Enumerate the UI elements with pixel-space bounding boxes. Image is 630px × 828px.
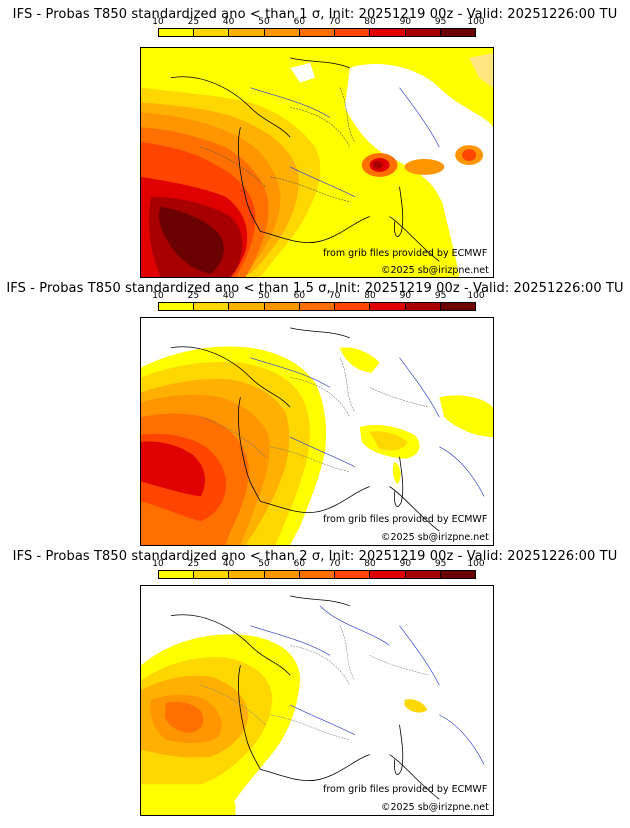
data-source-credit: from grib files provided by ECMWF — [323, 248, 488, 259]
colorbar-tick-label: 95 — [434, 291, 447, 301]
colorbar-tick-label: 60 — [293, 559, 306, 569]
colorbar-swatch — [159, 303, 195, 310]
colorbar-tick-label: 25 — [187, 17, 200, 27]
colorbar-tick-label: 80 — [364, 17, 376, 27]
probability-map: from grib files provided by ECMWF ©2025 … — [140, 585, 494, 816]
colorbar-swatch — [299, 303, 336, 310]
colorbar-tick-label: 40 — [222, 291, 235, 301]
colorbar-swatch — [405, 571, 441, 578]
colorbar-tick-label: 70 — [328, 17, 341, 27]
colorbar-swatch — [440, 303, 475, 310]
colorbar-tick-label: 100 — [467, 559, 485, 569]
colorbar-swatch — [405, 303, 441, 310]
panel-title: IFS - Probas T850 standardized ano < tha… — [12, 7, 618, 22]
colorbar-tick-label: 100 — [467, 17, 485, 27]
colorbar-tick-label: 80 — [364, 291, 376, 301]
colorbar-swatch — [440, 29, 475, 36]
data-source-credit: from grib files provided by ECMWF — [323, 784, 488, 795]
colorbar-tick-label: 90 — [399, 291, 412, 301]
colorbar-swatch — [370, 29, 406, 36]
colorbar-swatch — [299, 571, 336, 578]
probability-colorbar: 10 25 40 50 60 70 80 90 95 100 — [152, 17, 485, 41]
colorbar-swatch — [264, 571, 300, 578]
copyright-credit: ©2025 sb@irizpne.net — [381, 802, 489, 813]
probability-map: from grib files provided by ECMWF ©2025 … — [140, 317, 494, 546]
map-panel-3: IFS - Probas T850 standardized ano < tha… — [0, 542, 630, 816]
colorbar-swatch — [229, 303, 265, 310]
colorbar-tick-label: 40 — [222, 17, 235, 27]
colorbar-swatch — [194, 571, 230, 578]
colorbar-tick-label: 40 — [222, 559, 235, 569]
colorbar-swatch — [159, 571, 195, 578]
colorbar-tick-label: 10 — [152, 17, 164, 27]
probability-colorbar: 10 25 40 50 60 70 80 90 95 100 — [152, 291, 485, 315]
colorbar-swatch — [335, 571, 371, 578]
colorbar-swatch — [194, 29, 230, 36]
colorbar-swatch — [299, 29, 336, 36]
colorbar-tick-label: 90 — [399, 17, 412, 27]
colorbar-swatch — [229, 571, 265, 578]
colorbar-tick-label: 50 — [258, 17, 270, 27]
colorbar-swatch — [370, 303, 406, 310]
copyright-credit: ©2025 sb@irizpne.net — [381, 532, 489, 543]
colorbar-tick-label: 50 — [258, 559, 270, 569]
colorbar-tick-label: 10 — [152, 291, 164, 301]
probability-colorbar: 10 25 40 50 60 70 80 90 95 100 — [152, 559, 485, 583]
colorbar-tick-label: 60 — [293, 291, 306, 301]
colorbar-tick-label: 70 — [328, 559, 341, 569]
panel-title: IFS - Probas T850 standardized ano < tha… — [6, 281, 624, 296]
colorbar-tick-label: 90 — [399, 559, 412, 569]
colorbar-tick-label: 100 — [467, 291, 485, 301]
colorbar-tick-label: 10 — [152, 559, 164, 569]
colorbar-swatch — [264, 303, 300, 310]
colorbar-swatch — [194, 303, 230, 310]
colorbar-swatch — [264, 29, 300, 36]
colorbar-swatch — [405, 29, 441, 36]
colorbar-tick-label: 50 — [258, 291, 270, 301]
colorbar-tick-label: 25 — [187, 291, 200, 301]
probability-map: from grib files provided by ECMWF ©2025 … — [140, 47, 494, 278]
colorbar-tick-label: 95 — [434, 559, 447, 569]
colorbar-swatch — [229, 29, 265, 36]
copyright-credit: ©2025 sb@irizpne.net — [381, 265, 489, 276]
map-panel-1: IFS - Probas T850 standardized ano < tha… — [0, 0, 630, 278]
colorbar-tick-label: 95 — [434, 17, 447, 27]
colorbar-tick-label: 60 — [293, 17, 306, 27]
colorbar-swatch — [370, 571, 406, 578]
colorbar-swatch — [440, 571, 475, 578]
colorbar-tick-label: 80 — [364, 559, 376, 569]
colorbar-tick-label: 25 — [187, 559, 200, 569]
colorbar-swatch — [335, 29, 371, 36]
colorbar-swatch — [335, 303, 371, 310]
map-panel-2: IFS - Probas T850 standardized ano < tha… — [0, 274, 630, 546]
colorbar-swatch — [159, 29, 195, 36]
colorbar-tick-label: 70 — [328, 291, 341, 301]
panel-title: IFS - Probas T850 standardized ano < tha… — [12, 549, 618, 564]
data-source-credit: from grib files provided by ECMWF — [323, 514, 488, 525]
